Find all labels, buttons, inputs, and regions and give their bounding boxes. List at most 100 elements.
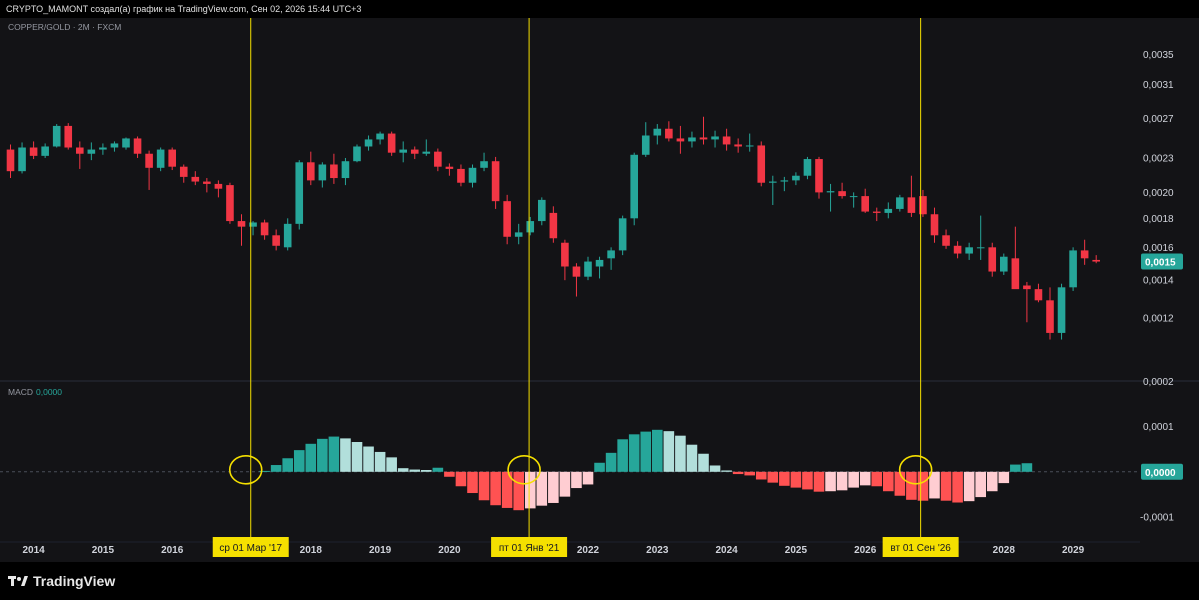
- candle[interactable]: [468, 164, 477, 188]
- candle[interactable]: [769, 175, 777, 206]
- candle[interactable]: [607, 247, 615, 270]
- candle[interactable]: [133, 136, 142, 158]
- candle[interactable]: [29, 141, 38, 160]
- candle[interactable]: [52, 124, 61, 148]
- candle[interactable]: [745, 133, 754, 152]
- candle[interactable]: [226, 182, 234, 224]
- candle[interactable]: [99, 143, 107, 155]
- candle[interactable]: [514, 223, 523, 245]
- candle[interactable]: [953, 241, 962, 259]
- candle[interactable]: [1057, 283, 1066, 340]
- candle[interactable]: [965, 242, 973, 260]
- candle[interactable]: [491, 156, 500, 209]
- candle[interactable]: [595, 256, 604, 279]
- candle[interactable]: [815, 156, 823, 199]
- candle[interactable]: [930, 207, 939, 243]
- candle[interactable]: [838, 182, 846, 199]
- candle[interactable]: [237, 214, 246, 246]
- candle[interactable]: [653, 124, 662, 145]
- candle[interactable]: [64, 123, 73, 150]
- candle[interactable]: [988, 242, 997, 277]
- candle[interactable]: [191, 171, 200, 186]
- candle[interactable]: [214, 180, 223, 198]
- candle[interactable]: [676, 125, 685, 154]
- candle[interactable]: [526, 216, 535, 236]
- candle[interactable]: [884, 202, 893, 219]
- candle[interactable]: [1023, 281, 1031, 323]
- candle[interactable]: [826, 183, 835, 212]
- candle[interactable]: [422, 139, 431, 156]
- candle[interactable]: [803, 156, 812, 180]
- candle[interactable]: [445, 163, 454, 176]
- candle[interactable]: [1000, 253, 1008, 275]
- candle[interactable]: [410, 146, 419, 160]
- candle[interactable]: [699, 116, 708, 145]
- candle[interactable]: [630, 152, 638, 226]
- candle[interactable]: [757, 141, 766, 187]
- candle[interactable]: [76, 141, 84, 169]
- candle[interactable]: [376, 131, 384, 145]
- candle[interactable]: [272, 229, 280, 251]
- candle[interactable]: [283, 218, 292, 251]
- candle[interactable]: [734, 138, 742, 153]
- candle[interactable]: [1092, 255, 1100, 264]
- candle[interactable]: [976, 215, 985, 260]
- candle[interactable]: [584, 256, 592, 281]
- candle[interactable]: [307, 151, 315, 186]
- candle[interactable]: [260, 219, 269, 240]
- candle[interactable]: [203, 178, 211, 193]
- candle[interactable]: [457, 164, 465, 187]
- candle[interactable]: [1046, 287, 1054, 340]
- candle[interactable]: [503, 194, 511, 245]
- candle[interactable]: [295, 160, 304, 230]
- candle[interactable]: [849, 192, 858, 208]
- candle[interactable]: [110, 141, 119, 152]
- candle[interactable]: [538, 197, 546, 226]
- candle[interactable]: [330, 153, 338, 184]
- candle[interactable]: [872, 207, 881, 222]
- candle[interactable]: [572, 263, 581, 297]
- candle[interactable]: [179, 164, 188, 183]
- candle[interactable]: [318, 162, 327, 188]
- candle[interactable]: [919, 189, 927, 217]
- candle[interactable]: [122, 137, 130, 150]
- candle[interactable]: [18, 142, 26, 174]
- candle[interactable]: [1034, 283, 1043, 303]
- candle[interactable]: [665, 121, 673, 142]
- candle[interactable]: [364, 135, 373, 151]
- candle-body: [584, 261, 592, 277]
- candle[interactable]: [711, 130, 719, 148]
- candle[interactable]: [722, 128, 731, 151]
- candle[interactable]: [861, 188, 869, 213]
- candle[interactable]: [41, 143, 49, 158]
- candle[interactable]: [353, 144, 361, 163]
- candle[interactable]: [1069, 247, 1077, 291]
- candle[interactable]: [896, 194, 904, 212]
- candle[interactable]: [156, 147, 165, 172]
- candle[interactable]: [942, 229, 950, 249]
- candle[interactable]: [399, 141, 407, 163]
- candle[interactable]: [618, 215, 627, 256]
- candle[interactable]: [387, 131, 396, 156]
- candle[interactable]: [480, 152, 488, 172]
- candle[interactable]: [641, 122, 650, 157]
- candle[interactable]: [145, 150, 153, 190]
- candle[interactable]: [688, 131, 696, 148]
- candle[interactable]: [1011, 226, 1020, 290]
- candle[interactable]: [1080, 239, 1089, 265]
- candle[interactable]: [6, 144, 15, 179]
- candle[interactable]: [907, 175, 916, 217]
- candle[interactable]: [792, 172, 800, 186]
- candle[interactable]: [780, 176, 789, 192]
- candle[interactable]: [249, 221, 257, 236]
- candle[interactable]: [168, 147, 176, 171]
- candle-body: [76, 147, 84, 154]
- chart-frame[interactable]: COPPER/GOLD · 2M · FXCM MACD 0,0000 0,0035 0…: [0, 18, 1199, 562]
- candle[interactable]: [434, 148, 442, 172]
- tradingview-logo[interactable]: TradingView: [8, 573, 115, 589]
- candle[interactable]: [561, 239, 569, 281]
- candle[interactable]: [87, 142, 96, 161]
- candle[interactable]: [341, 157, 350, 186]
- candle[interactable]: [549, 206, 558, 243]
